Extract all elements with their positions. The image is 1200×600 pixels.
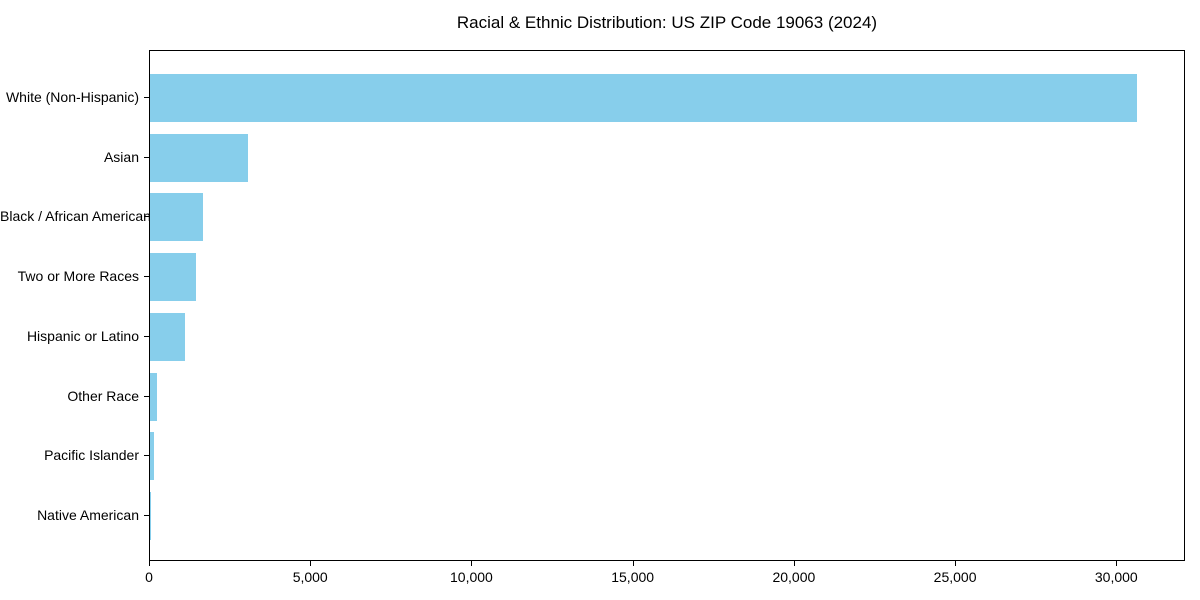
x-tick-mark [310, 561, 312, 566]
y-tick-label: Hispanic or Latino [26, 327, 139, 344]
x-tick-label: 0 [145, 569, 153, 585]
y-tick-label: Other Race [67, 387, 139, 404]
bar-hispanic-or-latino [150, 312, 185, 361]
x-tick-mark [632, 561, 634, 566]
y-tick-mark [144, 276, 150, 278]
y-tick-label: Native American [37, 506, 139, 523]
y-tick-mark [144, 335, 150, 337]
x-tick-label: 10,000 [450, 569, 493, 585]
y-tick-label: Two or More Races [17, 268, 139, 285]
bar-other-race [150, 372, 158, 421]
y-tick-mark [144, 97, 150, 98]
bar-asian [150, 133, 249, 182]
x-tick-label: 15,000 [611, 569, 655, 585]
x-tick-label: 5,000 [292, 569, 328, 585]
plot-area [149, 50, 1185, 561]
y-tick-label: Black / African American [0, 208, 151, 225]
x-tick-mark [471, 561, 473, 566]
chart-title: Racial & Ethnic Distribution: US ZIP Cod… [456, 13, 878, 32]
bar-white-non-hispanic [150, 74, 1137, 122]
bar-pacific-islander [150, 432, 155, 481]
x-tick-mark [1116, 561, 1118, 566]
bar-black-african-american [150, 193, 203, 242]
x-tick-mark [955, 561, 957, 566]
x-tick-mark [793, 561, 795, 566]
y-tick-label: Pacific Islander [44, 447, 139, 464]
y-tick-mark [144, 455, 150, 457]
y-tick-mark [144, 395, 150, 397]
y-tick-label: White (Non-Hispanic) [5, 89, 139, 105]
y-tick-mark [144, 216, 150, 218]
x-tick-label: 25,000 [933, 569, 977, 585]
y-tick-label: Asian [103, 148, 139, 165]
x-tick-label: 30,000 [1094, 569, 1138, 585]
x-tick-label: 20,000 [772, 569, 816, 585]
x-tick-mark [149, 561, 150, 566]
y-tick-mark [144, 156, 150, 158]
bar-two-or-more-races [150, 253, 196, 302]
y-tick-mark [144, 514, 150, 516]
